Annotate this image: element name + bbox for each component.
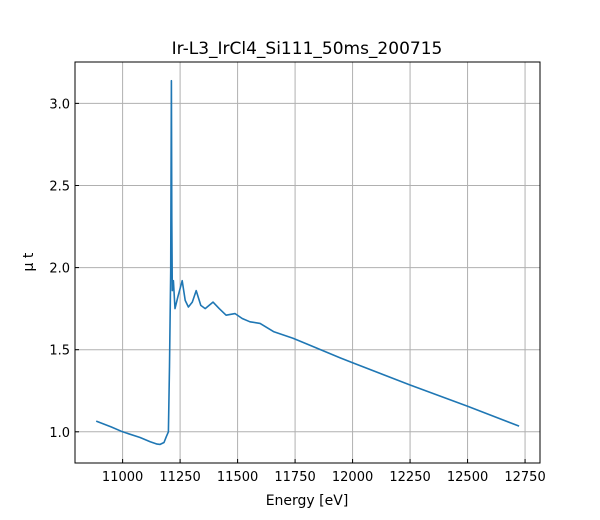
x-axis-label: Energy [eV] [266,493,349,509]
x-tick-label: 11250 [159,470,200,485]
chart-title: Ir-L3_IrCl4_Si111_50ms_200715 [172,39,443,59]
axes-frame [74,61,541,464]
x-tick-label: 11000 [102,470,143,485]
y-tick-label: 2.0 [49,262,70,277]
grid [75,62,540,463]
x-tick-label: 12500 [447,470,488,485]
y-tick-label: 1.5 [49,344,70,359]
x-tick-label: 12750 [504,470,545,485]
ticks: 11000 11250 11500 11750 12000 12250 12500 12750… [49,97,545,485]
y-tick-label: 2.5 [49,179,70,194]
y-tick-label: 1.0 [49,426,70,441]
x-tick-label: 11750 [274,470,315,485]
y-axis-label: μ t [21,252,37,271]
series-line [95,79,520,446]
y-tick-label: 3.0 [49,97,70,112]
x-tick-label: 12250 [389,470,430,485]
x-tick-label: 11500 [217,470,258,485]
x-tick-label: 12000 [332,470,373,485]
